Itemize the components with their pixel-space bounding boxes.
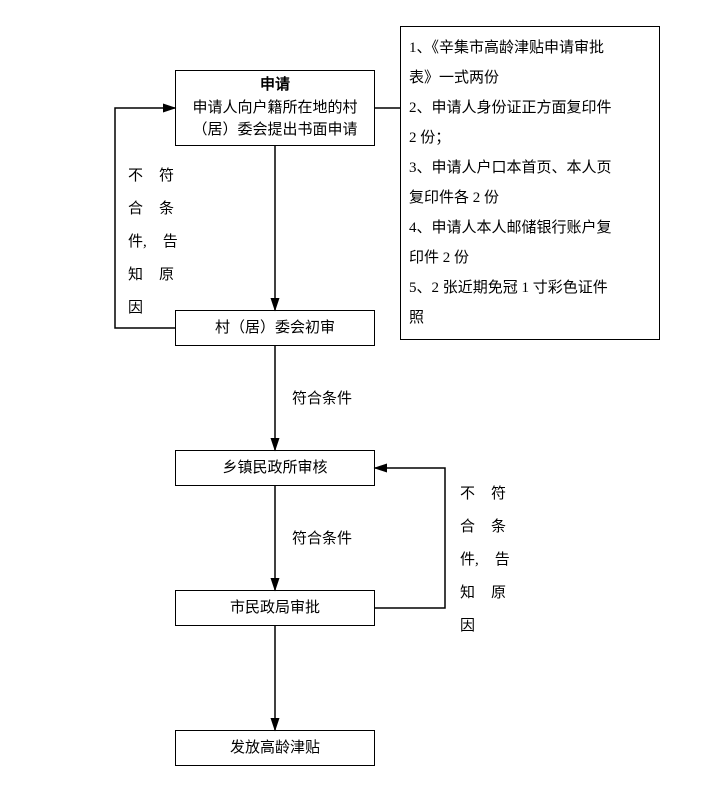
node-apply: 申请 申请人向户籍所在地的村 （居）委会提出书面申请 — [175, 70, 375, 146]
vlabel-char: 不 — [460, 478, 475, 511]
vlabel-char: 因 — [460, 610, 475, 643]
vlabel-char: 符 — [491, 478, 506, 511]
node-village-label: 村（居）委会初审 — [215, 317, 335, 340]
docs-line: 4、申请人本人邮储银行账户复 — [409, 213, 651, 243]
vlabel-char: 知 — [460, 577, 475, 610]
docs-line: 表》一式两份 — [409, 63, 651, 93]
vlabel-char: 条 — [159, 193, 174, 226]
vlabel-char: 件, — [128, 226, 147, 259]
node-apply-sub1: 申请人向户籍所在地的村 — [192, 97, 357, 120]
vlabel-char: 原 — [159, 259, 174, 292]
vlabel-char: 知 — [128, 259, 143, 292]
vlabel-char: 告 — [495, 544, 510, 577]
docs-line: 复印件各 2 份 — [409, 183, 651, 213]
vlabel-char: 因 — [128, 292, 143, 325]
node-issue: 发放高龄津贴 — [175, 730, 375, 766]
docs-line: 照 — [409, 303, 651, 333]
node-township-label: 乡镇民政所审核 — [222, 457, 327, 480]
vlabel-char: 合 — [460, 511, 475, 544]
node-docs: 1、《辛集市高龄津贴申请审批 表》一式两份 2、申请人身份证正方面复印件 2 份… — [400, 26, 660, 340]
label-meets1: 符合条件 — [290, 387, 354, 408]
label-reject-left: 不符 合条 件,告 知原 因 — [128, 160, 160, 325]
label-meets2: 符合条件 — [290, 527, 354, 548]
node-village: 村（居）委会初审 — [175, 310, 375, 346]
vlabel-char: 不 — [128, 160, 143, 193]
docs-line: 3、申请人户口本首页、本人页 — [409, 153, 651, 183]
docs-line: 印件 2 份 — [409, 243, 651, 273]
vlabel-char: 合 — [128, 193, 143, 226]
node-apply-title: 申请 — [260, 74, 290, 97]
vlabel-char: 条 — [491, 511, 506, 544]
node-city: 市民政局审批 — [175, 590, 375, 626]
docs-line: 2、申请人身份证正方面复印件 — [409, 93, 651, 123]
vlabel-char: 符 — [159, 160, 174, 193]
vlabel-char: 原 — [491, 577, 506, 610]
docs-line: 5、2 张近期免冠 1 寸彩色证件 — [409, 273, 651, 303]
docs-line: 2 份； — [409, 123, 651, 153]
node-city-label: 市民政局审批 — [230, 597, 320, 620]
docs-line: 1、《辛集市高龄津贴申请审批 — [409, 33, 651, 63]
vlabel-char: 件, — [460, 544, 479, 577]
vlabel-char: 告 — [163, 226, 178, 259]
node-apply-sub2: （居）委会提出书面申请 — [192, 119, 357, 142]
node-township: 乡镇民政所审核 — [175, 450, 375, 486]
node-issue-label: 发放高龄津贴 — [230, 737, 320, 760]
label-reject-right: 不符 合条 件,告 知原 因 — [460, 478, 492, 643]
